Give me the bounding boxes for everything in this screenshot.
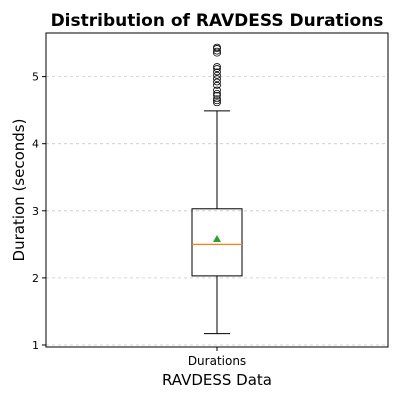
y-tick-label: 4 bbox=[32, 138, 39, 151]
outlier-point bbox=[213, 78, 221, 86]
outlier-point bbox=[213, 68, 221, 76]
plot-area bbox=[191, 43, 243, 335]
y-tick-label: 5 bbox=[32, 71, 39, 84]
iqr-box bbox=[191, 208, 243, 277]
mean-marker bbox=[213, 234, 221, 242]
outlier-point bbox=[213, 71, 221, 79]
y-axis-label: Duration (seconds) bbox=[10, 119, 28, 262]
outlier-point bbox=[213, 89, 221, 97]
outlier-point bbox=[213, 65, 221, 72]
outlier-point bbox=[213, 95, 221, 103]
grid-lines bbox=[46, 76, 388, 346]
y-tick-label: 2 bbox=[32, 272, 39, 285]
outlier-point bbox=[213, 43, 221, 51]
outlier-point bbox=[213, 99, 221, 107]
outlier-point bbox=[213, 47, 221, 55]
outlier-point bbox=[213, 91, 221, 99]
outlier-point bbox=[213, 97, 221, 105]
outlier-point bbox=[213, 81, 221, 89]
outlier-point bbox=[213, 75, 221, 83]
y-tick-label: 1 bbox=[32, 339, 39, 352]
outlier-point bbox=[213, 63, 221, 70]
y-tick-label: 3 bbox=[32, 205, 39, 218]
chart-title: Distribution of RAVDESS Durations bbox=[51, 11, 384, 31]
x-axis-label: RAVDESS Data bbox=[162, 371, 272, 389]
y-axis-ticks: 1 2 3 4 5 bbox=[32, 71, 46, 352]
x-tick-label: Durations bbox=[188, 354, 246, 368]
outlier-point bbox=[213, 86, 221, 94]
x-axis-ticks: Durations bbox=[188, 347, 246, 368]
